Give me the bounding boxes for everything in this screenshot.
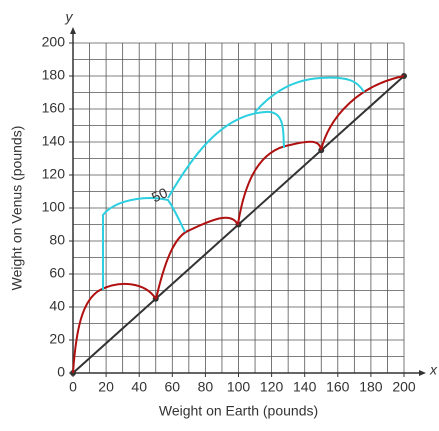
x-tick-label: 160 (326, 379, 350, 395)
x-tick-label: 100 (227, 379, 251, 395)
cyan-stroke (102, 197, 186, 290)
x-tick-label: 40 (131, 379, 147, 395)
x-tick-label: 140 (293, 379, 317, 395)
y-axis-name: y (65, 9, 74, 25)
y-axis-label: Weight on Venus (pounds) (9, 126, 25, 291)
x-tick-label: 20 (98, 379, 114, 395)
cyan-stroke (167, 110, 285, 199)
x-axis-label: Weight on Earth (pounds) (159, 403, 318, 419)
x-tick-label: 120 (260, 379, 284, 395)
x-tick-label: 80 (198, 379, 214, 395)
y-tick-label: 100 (42, 199, 66, 215)
red-stroke (320, 75, 405, 151)
y-tick-label: 120 (42, 166, 66, 182)
red-stroke (237, 140, 322, 225)
x-tick-label: 200 (392, 379, 416, 395)
y-tick-label: 200 (42, 34, 66, 50)
y-tick-label: 20 (49, 331, 65, 347)
y-tick-label: 160 (42, 100, 66, 116)
annotation: 50 (149, 184, 170, 205)
hand-annotations (72, 75, 405, 374)
x-arrow (419, 370, 426, 376)
x-tick-label: 180 (359, 379, 383, 395)
y-tick-label: 140 (42, 133, 66, 149)
x-tick-label: 0 (69, 379, 77, 395)
y-arrow (70, 27, 76, 34)
x-axis-name: x (429, 362, 438, 378)
x-tick-label: 60 (165, 379, 181, 395)
y-tick-label: 80 (49, 232, 65, 248)
data-point (318, 147, 325, 154)
y-tick-label: 0 (57, 364, 65, 380)
plot: 0 20 40 60 80 100 120 140 160 180 200 0 20 40 60 80 100 1… (9, 9, 438, 419)
cyan-stroke (254, 76, 365, 113)
red-stroke (72, 283, 157, 374)
y-tick-label: 180 (42, 67, 66, 83)
red-stroke (155, 216, 239, 300)
y-tick-label: 40 (49, 298, 65, 314)
y-tick-label: 60 (49, 265, 65, 281)
